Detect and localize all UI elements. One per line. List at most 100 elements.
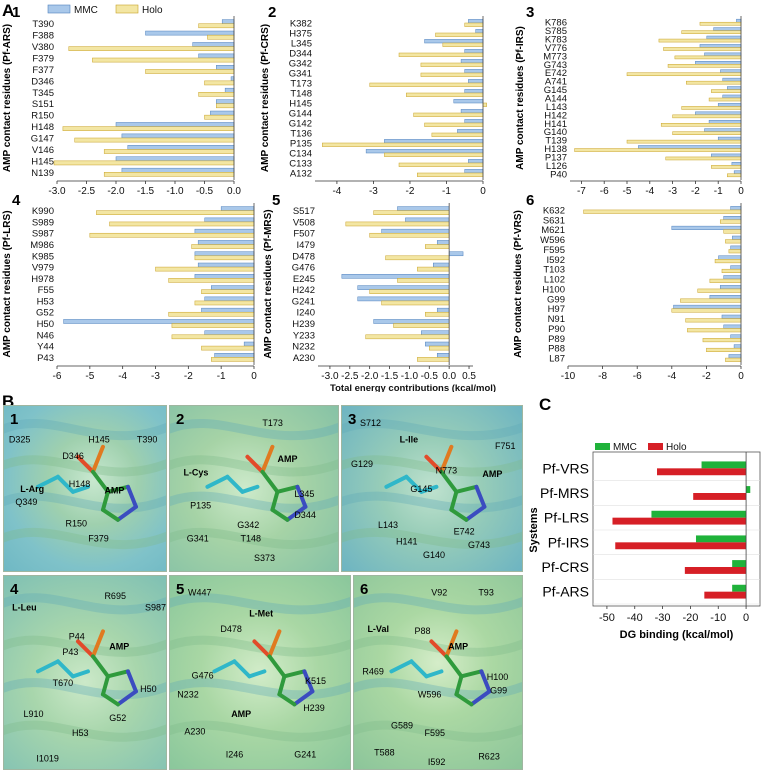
x-tick-label: -4 <box>332 186 341 197</box>
protein-ribbon <box>170 720 350 742</box>
ligand-bond <box>205 474 230 489</box>
residue-label: G52 <box>36 308 54 319</box>
bar-holo-p43 <box>211 357 255 362</box>
residue-label: N46 <box>37 330 54 341</box>
protein-ribbon <box>4 635 166 657</box>
residue-label: P43 <box>37 353 54 364</box>
residue-annotation: H148 <box>69 479 91 489</box>
bar-charts-group: 1 AMP contact residues (Pf-ARS) T390F388V3… <box>2 4 744 382</box>
bar-mmc-i592 <box>718 255 742 260</box>
ligand-bond <box>424 669 444 679</box>
x-tick-label: -1.5 <box>137 186 155 197</box>
bar-holo-p137 <box>665 156 742 161</box>
panel-number-2: 2 <box>268 4 276 21</box>
bar-holo-e742 <box>626 72 742 77</box>
bar-holo-n46 <box>171 334 255 340</box>
structure-drawing: 3 S712 L-Ile F751 G129 N773 AMP G145 L143 E742 H14… <box>342 411 522 560</box>
residue-annotation: R623 <box>478 751 500 761</box>
bar-mmc-h242 <box>357 285 450 290</box>
bar-mmc-g476 <box>433 262 450 268</box>
residue-label: S151 <box>32 99 54 110</box>
residue-label: P88 <box>548 344 565 355</box>
residue-annotation: F595 <box>425 728 446 738</box>
bar-mmc-t390 <box>221 19 235 24</box>
ligand-bond <box>479 669 492 694</box>
bar-holo-h141 <box>660 123 742 127</box>
residue-label: H978 <box>31 274 54 285</box>
ligand-bond <box>90 654 110 679</box>
residue-label: K783 <box>545 35 567 46</box>
residue-label: H97 <box>548 304 565 315</box>
residue-label: H375 <box>289 29 312 40</box>
bar-mmc-g743 <box>695 61 742 65</box>
bar-mmc-d344 <box>464 49 484 54</box>
bar-holo-c134 <box>384 152 484 157</box>
system-label: Pf-VRS <box>542 460 589 476</box>
residue-annotation: T670 <box>53 678 74 688</box>
bar-holo-k786 <box>699 21 742 26</box>
residue-annotation: T173 <box>262 418 283 428</box>
x-tick-label: -6 <box>53 371 62 382</box>
bar-mmc-s631 <box>723 216 742 221</box>
x-tick-label: -4 <box>667 371 676 382</box>
bar-mmc-p137 <box>711 153 742 158</box>
legend-swatch-holo <box>115 4 139 14</box>
residue-label: G342 <box>289 59 312 70</box>
bar-mmc-v380 <box>192 42 235 47</box>
bar-mmc-l87 <box>728 354 742 359</box>
ligand-bond <box>252 639 272 659</box>
x-tick-label: -0.5 <box>421 371 439 382</box>
ligand-bond <box>232 659 252 679</box>
bar-mmc-p88 <box>733 344 742 349</box>
residue-annotation: G743 <box>468 540 490 550</box>
bar-holo-v380 <box>68 46 235 51</box>
bar-holo-t148 <box>406 92 484 97</box>
bar-mmc-p135 <box>384 139 484 144</box>
ligand-bond <box>285 504 308 522</box>
bar-mmc-t173 <box>468 79 484 84</box>
bar-mmc-g142 <box>464 119 484 124</box>
ligand-bond <box>449 489 459 512</box>
bar-holo-g52 <box>168 311 255 317</box>
residue-label: T173 <box>290 79 312 90</box>
residue-annotation: E742 <box>454 527 475 537</box>
bar-mmc-s989 <box>204 217 255 223</box>
bar-holo-g147 <box>74 137 235 143</box>
residue-annotation: I592 <box>428 757 446 767</box>
bar-mmc-p43 <box>214 353 255 358</box>
ligand-bond <box>115 689 138 707</box>
bar-holo-m986 <box>191 244 255 249</box>
ligand-bond <box>292 689 315 707</box>
protein-ribbon <box>4 593 166 615</box>
ligand-bond <box>35 474 60 489</box>
residue-label: L345 <box>291 39 312 50</box>
residue-label: F507 <box>293 229 315 240</box>
bar-mmc-g145 <box>727 86 742 90</box>
ligand-bond <box>55 659 75 679</box>
bar-mmc-pf-crs <box>732 560 747 567</box>
ligand-bond <box>267 629 282 659</box>
protein-ribbon <box>4 491 166 513</box>
bar-mmc-n46 <box>204 330 255 336</box>
bar-holo-h50 <box>171 323 255 328</box>
residue-label: H141 <box>544 119 567 130</box>
bar-mmc-n91 <box>721 314 742 319</box>
x-tick-label: -4 <box>645 186 654 197</box>
x-tick-label: -3.0 <box>321 371 339 382</box>
bar-mmc-d478 <box>448 251 464 257</box>
bar-holo-f507 <box>369 232 450 238</box>
residue-label: T103 <box>543 265 565 276</box>
panel-number-5: 5 <box>272 192 280 209</box>
x-tick-label: -20 <box>682 612 698 624</box>
ligand-bond <box>429 639 449 659</box>
bar-mmc-s151 <box>216 99 235 104</box>
residue-label: F379 <box>32 54 54 65</box>
bar-holo-w596 <box>725 239 742 244</box>
residue-label: F388 <box>32 31 54 42</box>
bar-holo-g99 <box>680 298 742 303</box>
x-tick-label: 0.0 <box>442 371 456 382</box>
residue-annotation: P43 <box>62 647 78 657</box>
structure-drawing: 1 D325 D346 H145 T390 L-Arg Q349 H148 AMP R150F37… <box>4 411 166 550</box>
protein-ribbon <box>4 455 166 477</box>
protein-ribbon <box>342 527 522 550</box>
